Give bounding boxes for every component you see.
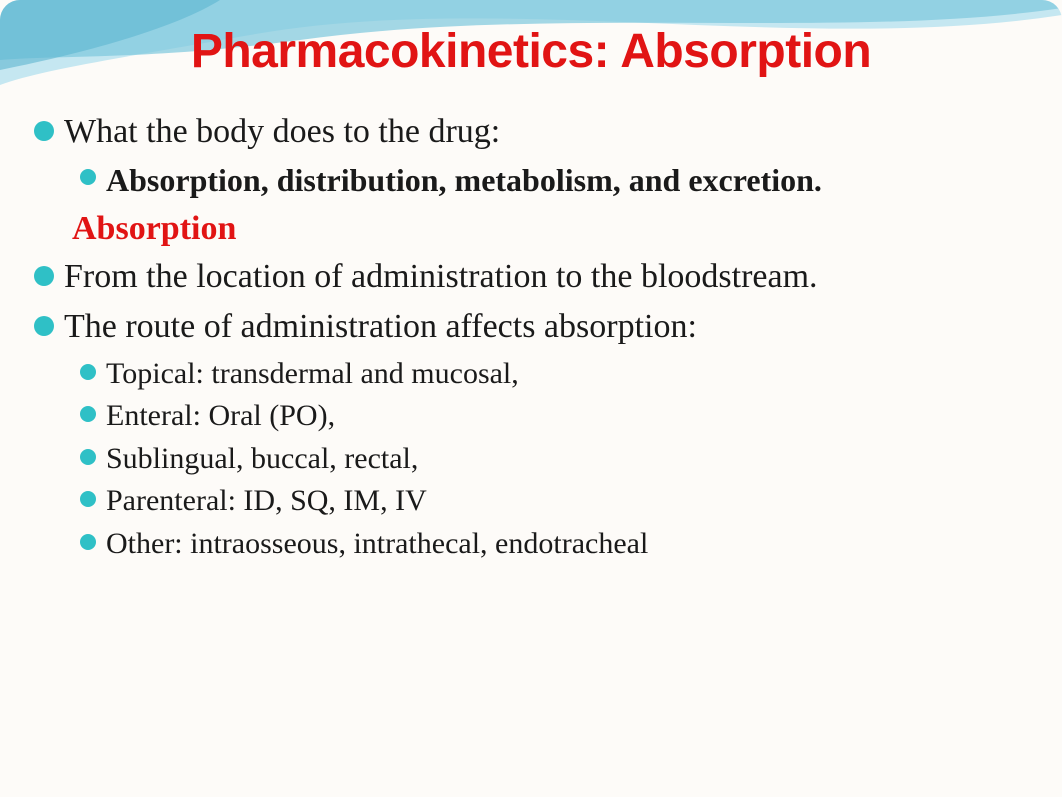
bullet-text: Topical: transdermal and mucosal,	[106, 357, 519, 390]
bullet-sublingual: Sublingual, buccal, rectal,	[30, 439, 1032, 480]
bullet-text: Sublingual, buccal, rectal,	[106, 442, 418, 475]
bullet-text: Absorption, distribution, metabolism, an…	[106, 162, 822, 198]
subheading-absorption: Absorption	[30, 210, 1032, 248]
bullet-parenteral: Parenteral: ID, SQ, IM, IV	[30, 481, 1032, 522]
bullet-route-affects: The route of administration affects abso…	[30, 304, 1032, 350]
bullet-text: What the body does to the drug:	[64, 113, 500, 150]
bullet-other: Other: intraosseous, intrathecal, endotr…	[30, 524, 1032, 565]
slide-container: Pharmacokinetics: Absorption What the bo…	[0, 0, 1062, 797]
bullet-adme: Absorption, distribution, metabolism, an…	[30, 159, 1032, 202]
bullet-text: Other: intraosseous, intrathecal, endotr…	[106, 527, 648, 560]
bullet-text: Enteral: Oral (PO),	[106, 399, 335, 432]
bullet-text: From the location of administration to t…	[64, 258, 818, 295]
slide-title: Pharmacokinetics: Absorption	[0, 0, 1062, 79]
bullet-text: Parenteral: ID, SQ, IM, IV	[106, 484, 427, 517]
bullet-what-body: What the body does to the drug:	[30, 109, 1032, 155]
bullet-topical: Topical: transdermal and mucosal,	[30, 354, 1032, 395]
bullet-enteral: Enteral: Oral (PO),	[30, 396, 1032, 437]
bullet-from-location: From the location of administration to t…	[30, 254, 1032, 300]
slide-content: What the body does to the drug: Absorpti…	[0, 79, 1062, 564]
bullet-text: The route of administration affects abso…	[64, 308, 697, 345]
